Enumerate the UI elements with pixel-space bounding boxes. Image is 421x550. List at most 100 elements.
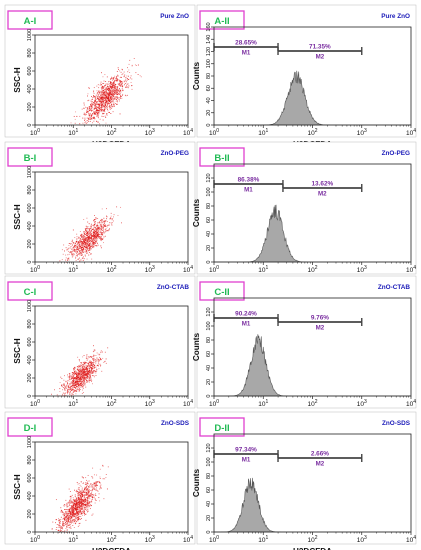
scatter-point	[79, 489, 81, 491]
scatter-point	[93, 361, 95, 363]
scatter-point	[73, 379, 75, 381]
scatter-point	[90, 234, 92, 236]
scatter-point	[90, 227, 92, 229]
scatter-point	[81, 247, 83, 249]
scatter-point	[89, 363, 91, 365]
scatter-point	[75, 504, 77, 506]
scatter-point	[84, 507, 85, 509]
scatter-point	[70, 389, 72, 391]
scatter-point	[94, 223, 96, 225]
gate-percent: 2.66%	[311, 451, 329, 458]
scatter-point	[92, 106, 93, 108]
scatter-point	[93, 485, 95, 487]
scatter-point	[77, 383, 79, 385]
y-tick-label: 0	[206, 530, 212, 533]
scatter-point	[72, 512, 74, 513]
scatter-point	[70, 509, 72, 511]
scatter-point	[97, 112, 99, 114]
scatter-point	[101, 223, 103, 225]
y-tick-label: 800	[27, 319, 33, 328]
scatter-point	[76, 389, 78, 391]
scatter-point	[64, 393, 66, 395]
scatter-point	[102, 238, 103, 240]
scatter-point	[83, 381, 85, 383]
scatter-point	[95, 241, 97, 242]
scatter-point	[88, 486, 90, 488]
scatter-point	[77, 380, 79, 382]
scatter-point	[76, 238, 78, 239]
scatter-point	[79, 516, 81, 517]
scatter-point	[113, 214, 115, 216]
scatter-point	[107, 95, 109, 97]
scatter-point	[87, 244, 89, 246]
scatter-point	[98, 109, 100, 111]
scatter-point	[66, 523, 68, 525]
scatter-point	[96, 489, 98, 491]
scatter-point	[69, 252, 71, 254]
scatter-point	[71, 243, 73, 245]
scatter-point	[89, 489, 90, 491]
scatter-point	[86, 365, 88, 367]
scatter-point	[81, 108, 83, 110]
scatter-point	[107, 97, 109, 99]
scatter-point	[102, 107, 104, 109]
scatter-point	[90, 486, 92, 488]
scatter-point	[83, 362, 85, 364]
scatter-point	[70, 251, 72, 253]
scatter-point	[103, 94, 105, 96]
sample-label: ZnO-PEG	[382, 150, 410, 157]
scatter-point	[77, 509, 78, 511]
scatter-point	[77, 510, 78, 512]
scatter-point	[108, 88, 110, 90]
scatter-point	[92, 236, 94, 238]
scatter-point	[87, 492, 89, 494]
scatter-point	[73, 374, 75, 376]
scatter-point	[73, 246, 75, 248]
scatter-point	[107, 87, 109, 89]
scatter-point	[79, 381, 81, 382]
scatter-point	[92, 351, 94, 353]
scatter-point	[84, 501, 86, 503]
scatter-point	[120, 81, 122, 83]
scatter-point	[81, 371, 82, 373]
scatter-point	[92, 484, 94, 486]
scatter-point	[129, 72, 131, 73]
scatter-point	[88, 228, 90, 230]
scatter-point	[96, 243, 98, 245]
scatter-point	[78, 510, 80, 512]
scatter-point	[111, 90, 113, 92]
scatter-point	[106, 101, 108, 102]
scatter-point	[78, 370, 80, 372]
scatter-point	[74, 500, 76, 502]
x-tick-label: 104	[183, 265, 193, 274]
scatter-point	[92, 486, 93, 488]
scatter-point	[113, 103, 114, 105]
scatter-point	[84, 228, 86, 230]
scatter-point	[84, 372, 86, 374]
scatter-point	[98, 237, 100, 238]
scatter-point	[86, 508, 88, 510]
scatter-point	[88, 505, 90, 507]
scatter-point	[105, 122, 107, 124]
scatter-point	[104, 89, 105, 91]
scatter-point	[88, 109, 90, 111]
scatter-point	[69, 500, 71, 502]
scatter-point	[115, 88, 117, 90]
scatter-point	[90, 231, 92, 232]
scatter-point	[112, 83, 114, 85]
scatter-point	[113, 88, 115, 90]
scatter-point	[92, 98, 94, 100]
scatter-point	[98, 114, 100, 116]
scatter-point	[82, 492, 84, 494]
scatter-point	[99, 468, 101, 470]
scatter-point	[107, 88, 109, 90]
scatter-point	[73, 522, 75, 524]
scatter-point	[86, 235, 88, 237]
scatter-point	[95, 217, 97, 219]
scatter-point	[83, 240, 85, 242]
scatter-point	[86, 371, 88, 373]
scatter-point	[91, 229, 93, 230]
scatter-point	[65, 523, 67, 525]
scatter-point	[123, 80, 125, 82]
